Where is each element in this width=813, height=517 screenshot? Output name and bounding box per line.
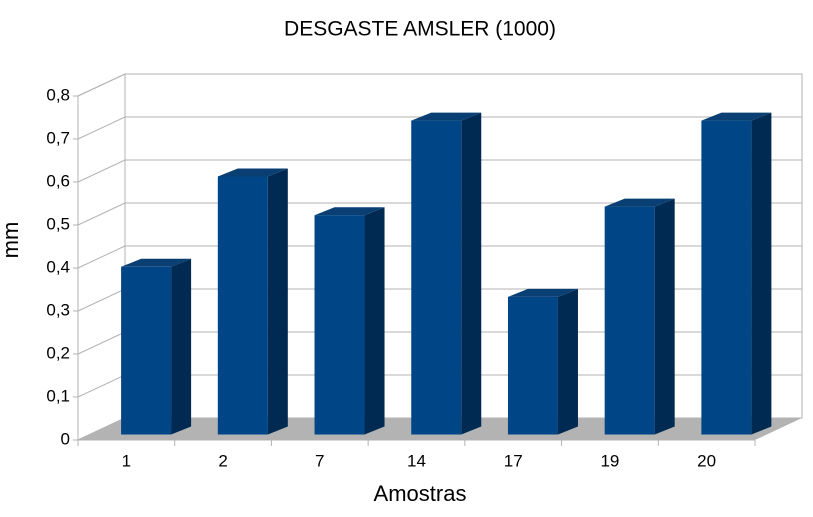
y-tick-label: 0 — [61, 429, 70, 448]
bar-face — [364, 207, 385, 435]
bar — [121, 258, 192, 435]
bar-face — [314, 207, 385, 216]
x-tick-label: 20 — [697, 451, 716, 470]
bar-face — [411, 112, 482, 121]
x-tick-label: 14 — [407, 451, 426, 470]
bar-face — [751, 112, 772, 435]
bar-face — [507, 296, 558, 435]
bar-face — [507, 288, 578, 297]
bar — [217, 168, 288, 435]
bar-face — [171, 258, 192, 435]
grid-line — [77, 374, 126, 398]
bar — [604, 198, 675, 435]
bar-face — [654, 198, 675, 435]
bar — [411, 112, 482, 435]
bar-face — [267, 168, 288, 435]
y-tick-label: 0,8 — [46, 85, 70, 104]
chart-title: DESGASTE AMSLER (1000) — [284, 18, 556, 41]
y-tick-label: 0,6 — [46, 171, 70, 190]
x-tick-label: 7 — [315, 451, 324, 470]
y-tick-label: 0,5 — [46, 214, 70, 233]
bar-face — [411, 120, 462, 435]
x-axis-title: Amostras — [374, 481, 467, 506]
grid-line — [77, 73, 126, 97]
bar-face — [121, 258, 192, 267]
y-tick-label: 0,3 — [46, 300, 70, 319]
bar-face — [121, 266, 172, 435]
y-tick-label: 0,1 — [46, 386, 70, 405]
x-tick-label: 2 — [218, 451, 227, 470]
y-tick-label: 0,4 — [46, 257, 70, 276]
bar-face — [604, 198, 675, 207]
bar-face — [557, 288, 578, 435]
bar — [507, 288, 578, 435]
grid-line — [77, 116, 126, 140]
y-axis-title: mm — [0, 222, 23, 259]
grid-line — [77, 245, 126, 269]
bar-face — [604, 206, 655, 435]
grid-line — [77, 159, 126, 183]
grid-line — [77, 288, 126, 312]
x-tick-label: 17 — [504, 451, 523, 470]
bar-face — [701, 120, 752, 435]
y-tick-label: 0,2 — [46, 343, 70, 362]
bar-face — [217, 168, 288, 177]
bar-face — [217, 176, 268, 435]
bar-face — [461, 112, 482, 435]
bar-face — [701, 112, 772, 121]
x-tick-label: 1 — [122, 451, 131, 470]
bar-face — [314, 215, 365, 435]
x-tick-label: 19 — [600, 451, 619, 470]
bar — [701, 112, 772, 435]
bar — [314, 207, 385, 435]
grid-line — [77, 202, 126, 226]
grid-line — [77, 331, 126, 355]
y-tick-label: 0,7 — [46, 128, 70, 147]
